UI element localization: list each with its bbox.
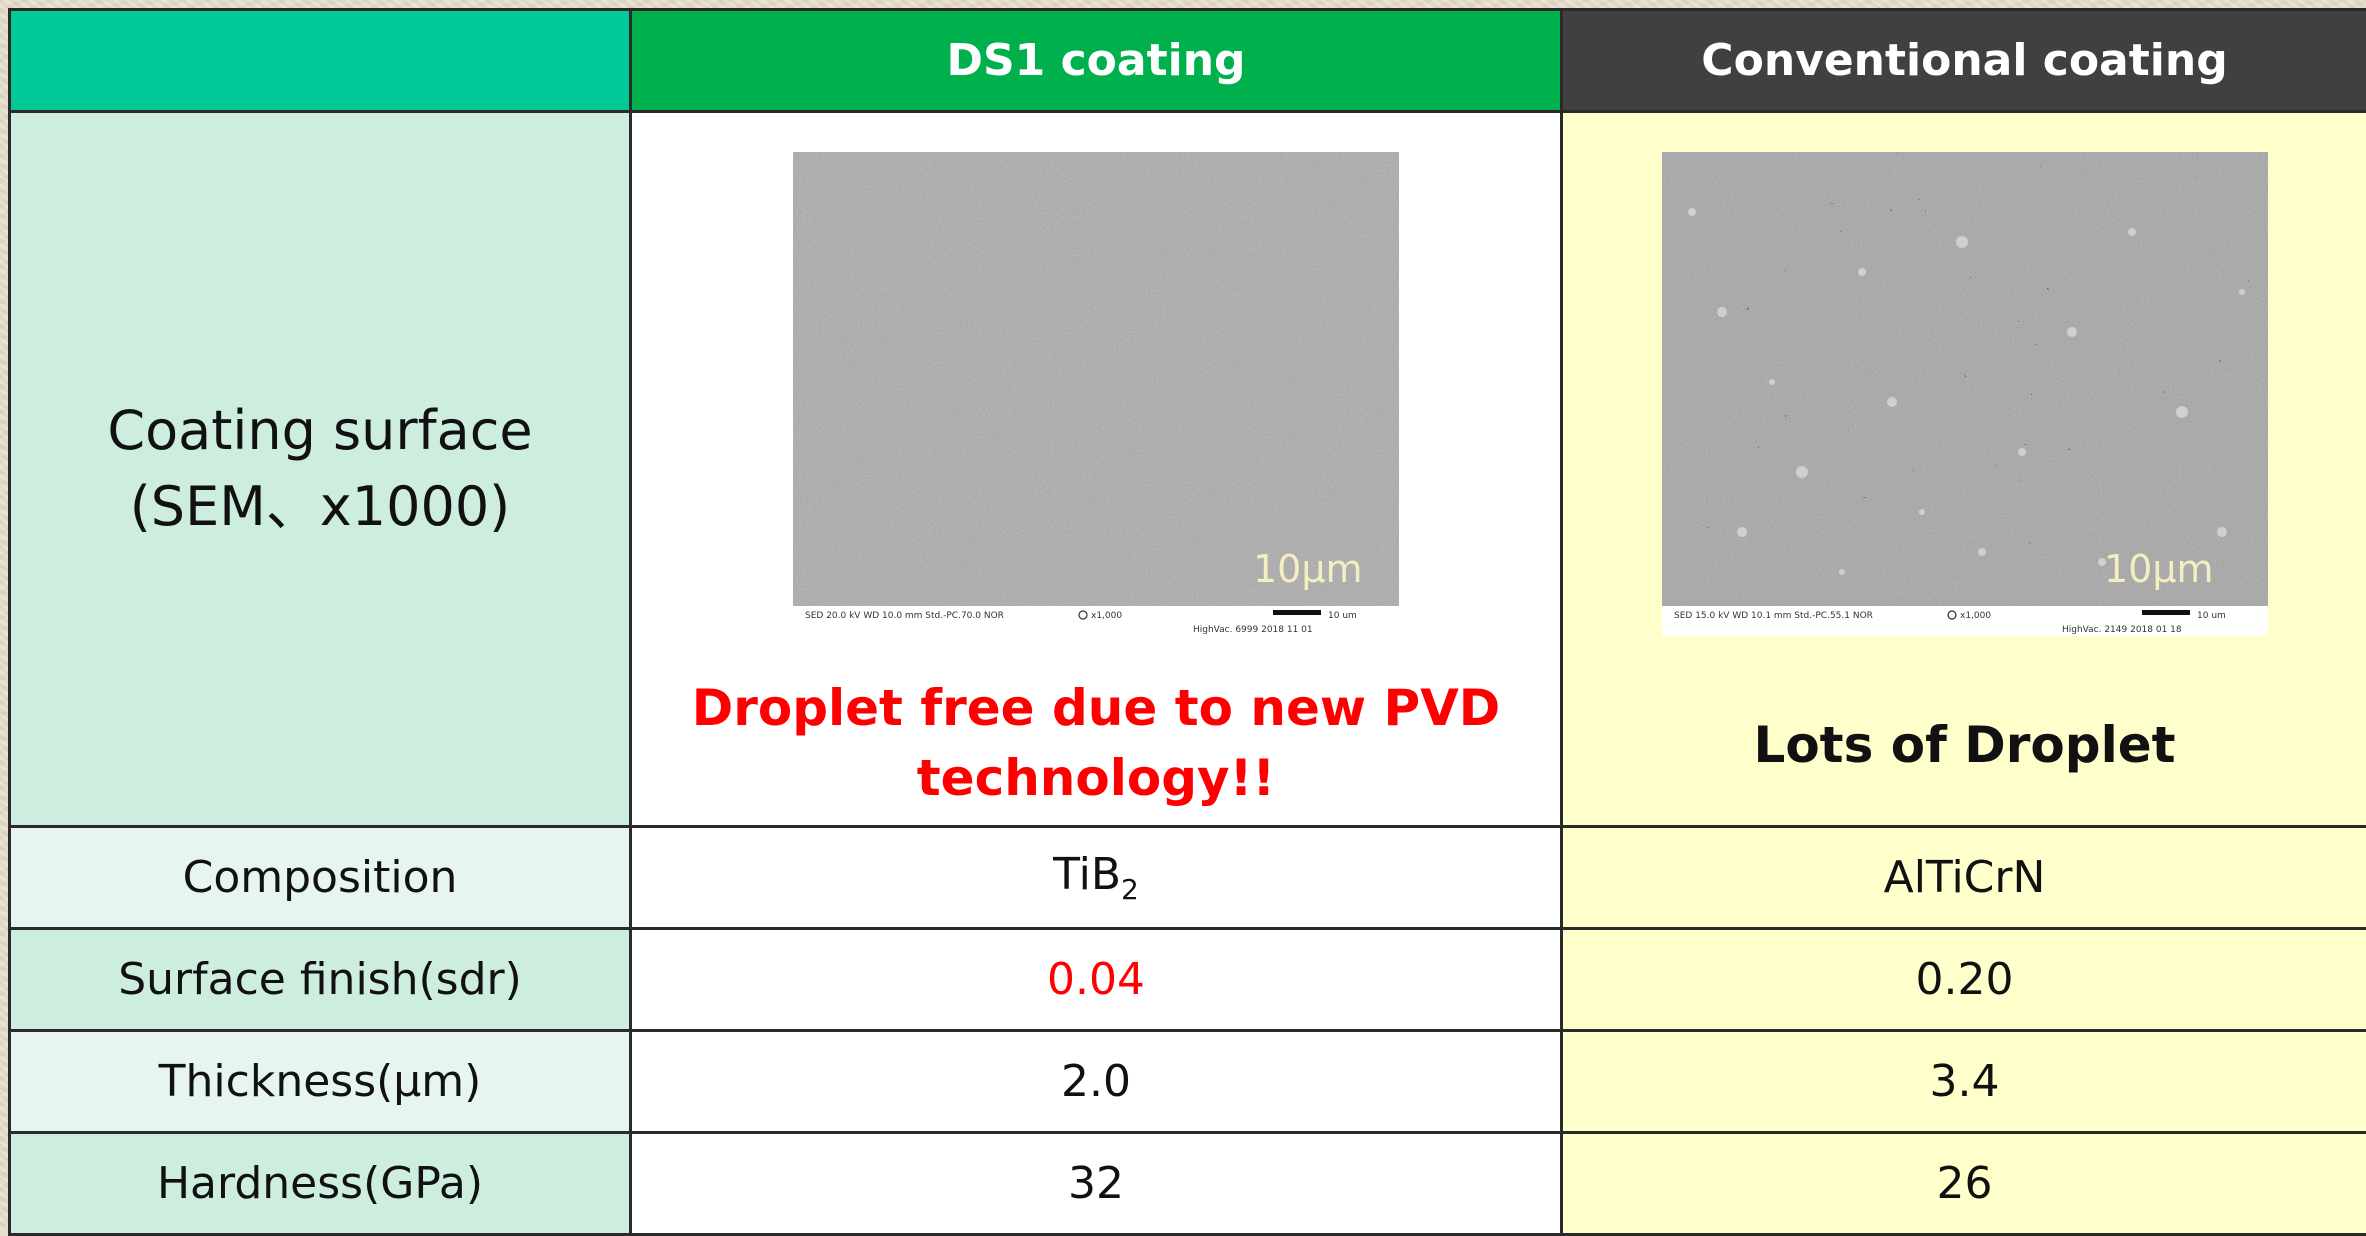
conventional-sem-image: 10μm SED 15.0 kV WD 10.1 mm Std.-PC.55.1…: [1662, 152, 2268, 636]
conventional-surface-cell: 10μm SED 15.0 kV WD 10.1 mm Std.-PC.55.1…: [1562, 112, 2366, 827]
ds1-scale-label: 10μm: [1253, 547, 1363, 591]
ds1-meta-bottom: HighVac. 6999 2018 11 01: [1193, 625, 1313, 635]
camera-icon: [1948, 611, 1956, 619]
header-conventional: Conventional coating: [1562, 10, 2366, 112]
surface-label-line1: Coating surface: [11, 393, 629, 469]
surface-label-line2: (SEM、x1000): [11, 469, 629, 545]
thickness-conventional: 3.4: [1562, 1031, 2366, 1133]
composition-ds1: TiB2: [631, 827, 1562, 929]
hardness-conventional: 26: [1562, 1133, 2366, 1235]
conventional-scale-label: 10μm: [2104, 547, 2214, 591]
conventional-meta-mag: x1,000: [1960, 611, 1991, 621]
hardness-label: Hardness(GPa): [10, 1133, 631, 1235]
conventional-meta-left: SED 15.0 kV WD 10.1 mm Std.-PC.55.1 NOR: [1674, 611, 1873, 621]
comparison-table: DS1 coating Conventional coating Coating…: [8, 8, 2366, 1236]
conventional-caption: Lots of Droplet: [1585, 710, 2345, 780]
surface-finish-ds1: 0.04: [631, 929, 1562, 1031]
surface-row: Coating surface (SEM、x1000): [10, 112, 2366, 827]
composition-label: Composition: [10, 827, 631, 929]
property-row-thickness: Thickness(μm) 2.0 3.4: [10, 1031, 2366, 1133]
ds1-sem-image: 10μm SED 20.0 kV WD 10.0 mm Std.-PC.70.0…: [793, 152, 1399, 636]
property-row-composition: Composition TiB2 AlTiCrN: [10, 827, 2366, 929]
header-row: DS1 coating Conventional coating: [10, 10, 2366, 112]
header-ds1: DS1 coating: [631, 10, 1562, 112]
surface-finish-label: Surface finish(sdr): [10, 929, 631, 1031]
surface-finish-conventional: 0.20: [1562, 929, 2366, 1031]
conventional-meta-bottom: HighVac. 2149 2018 01 18: [2062, 625, 2182, 635]
thickness-ds1: 2.0: [631, 1031, 1562, 1133]
camera-icon: [1079, 611, 1087, 619]
composition-ds1-base: TiB: [1053, 849, 1121, 900]
ds1-meta-mag: x1,000: [1091, 611, 1122, 621]
composition-ds1-subscript: 2: [1121, 873, 1139, 906]
conventional-meta-scale: 10 um: [2197, 611, 2226, 621]
hardness-ds1: 32: [631, 1133, 1562, 1235]
surface-label-cell: Coating surface (SEM、x1000): [10, 112, 631, 827]
property-row-hardness: Hardness(GPa) 32 26: [10, 1133, 2366, 1235]
ds1-caption: Droplet free due to new PVD technology!!: [686, 673, 1506, 813]
ds1-meta-scale: 10 um: [1328, 611, 1357, 621]
thickness-label: Thickness(μm): [10, 1031, 631, 1133]
header-blank-cell: [10, 10, 631, 112]
ds1-surface-cell: 10μm SED 20.0 kV WD 10.0 mm Std.-PC.70.0…: [631, 112, 1562, 827]
composition-conventional: AlTiCrN: [1562, 827, 2366, 929]
property-row-surface-finish: Surface finish(sdr) 0.04 0.20: [10, 929, 2366, 1031]
ds1-meta-left: SED 20.0 kV WD 10.0 mm Std.-PC.70.0 NOR: [805, 611, 1004, 621]
